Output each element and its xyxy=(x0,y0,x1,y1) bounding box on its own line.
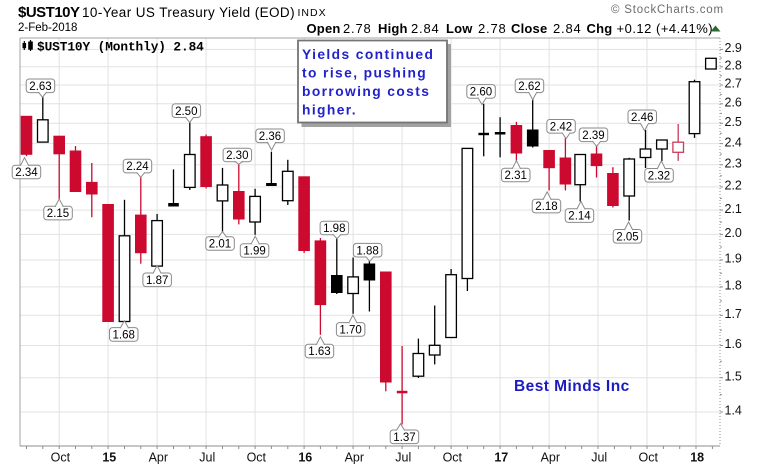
svg-text:Oct: Oct xyxy=(443,451,463,465)
svg-text:17: 17 xyxy=(494,451,508,465)
svg-text:Best Minds Inc: Best Minds Inc xyxy=(514,378,630,395)
svg-text:2.36: 2.36 xyxy=(259,131,281,143)
svg-text:2.4: 2.4 xyxy=(725,135,742,149)
svg-text:2.42: 2.42 xyxy=(550,121,572,133)
svg-text:2.5: 2.5 xyxy=(725,115,742,129)
svg-text:2.50: 2.50 xyxy=(175,106,197,118)
svg-text:2.1: 2.1 xyxy=(725,202,742,216)
svg-text:1.6: 1.6 xyxy=(725,337,742,351)
svg-text:2.9: 2.9 xyxy=(725,41,742,55)
svg-text:2.14: 2.14 xyxy=(568,211,591,223)
svg-text:2.34: 2.34 xyxy=(15,167,38,179)
svg-text:1.37: 1.37 xyxy=(393,432,415,444)
svg-text:2.8: 2.8 xyxy=(725,59,742,73)
svg-text:2.60: 2.60 xyxy=(470,87,492,99)
svg-text:2.05: 2.05 xyxy=(616,231,638,243)
svg-text:2.31: 2.31 xyxy=(505,170,527,182)
svg-text:2.6: 2.6 xyxy=(725,96,742,110)
svg-text:1.5: 1.5 xyxy=(725,369,742,383)
svg-text:2.32: 2.32 xyxy=(648,170,670,182)
svg-text:to rise, pushing: to rise, pushing xyxy=(302,65,427,80)
svg-text:2.46: 2.46 xyxy=(631,112,653,124)
svg-text:2.63: 2.63 xyxy=(29,81,51,93)
svg-text:1.9: 1.9 xyxy=(725,252,742,266)
svg-text:higher.: higher. xyxy=(302,103,357,118)
svg-text:2.0: 2.0 xyxy=(725,226,742,240)
svg-text:1.70: 1.70 xyxy=(339,325,361,337)
svg-text:Jul: Jul xyxy=(395,451,411,465)
svg-text:2.18: 2.18 xyxy=(535,201,557,213)
svg-text:Oct: Oct xyxy=(51,451,71,465)
svg-text:$UST10Y (Monthly) 2.84: $UST10Y (Monthly) 2.84 xyxy=(37,40,204,55)
svg-text:Apr: Apr xyxy=(541,451,560,465)
svg-text:borrowing costs: borrowing costs xyxy=(302,84,430,99)
svg-text:Oct: Oct xyxy=(247,451,267,465)
svg-text:Oct: Oct xyxy=(638,451,658,465)
svg-text:2.30: 2.30 xyxy=(226,150,248,162)
svg-text:Apr: Apr xyxy=(149,451,168,465)
svg-text:Apr: Apr xyxy=(345,451,364,465)
svg-text:Jul: Jul xyxy=(199,451,215,465)
svg-text:18: 18 xyxy=(690,451,704,465)
svg-text:2.2: 2.2 xyxy=(725,179,742,193)
svg-text:1.8: 1.8 xyxy=(725,279,742,293)
svg-text:1.98: 1.98 xyxy=(323,223,345,235)
svg-text:1.68: 1.68 xyxy=(113,330,135,342)
svg-text:2.3: 2.3 xyxy=(725,157,742,171)
svg-text:2.7: 2.7 xyxy=(725,77,742,91)
svg-text:1.88: 1.88 xyxy=(356,245,378,257)
svg-text:2.15: 2.15 xyxy=(47,208,69,220)
svg-text:1.87: 1.87 xyxy=(146,275,168,287)
svg-text:2.39: 2.39 xyxy=(582,130,604,142)
svg-text:Yields continued: Yields continued xyxy=(302,47,434,62)
svg-text:16: 16 xyxy=(298,451,312,465)
svg-text:1.4: 1.4 xyxy=(725,404,742,418)
svg-text:Jul: Jul xyxy=(591,451,607,465)
svg-text:2.24: 2.24 xyxy=(126,161,149,173)
svg-text:1.7: 1.7 xyxy=(725,307,742,321)
svg-text:15: 15 xyxy=(102,451,116,465)
svg-text:2.01: 2.01 xyxy=(209,239,231,251)
svg-text:2.62: 2.62 xyxy=(518,81,540,93)
svg-text:1.63: 1.63 xyxy=(308,346,330,358)
svg-text:1.99: 1.99 xyxy=(243,246,265,258)
